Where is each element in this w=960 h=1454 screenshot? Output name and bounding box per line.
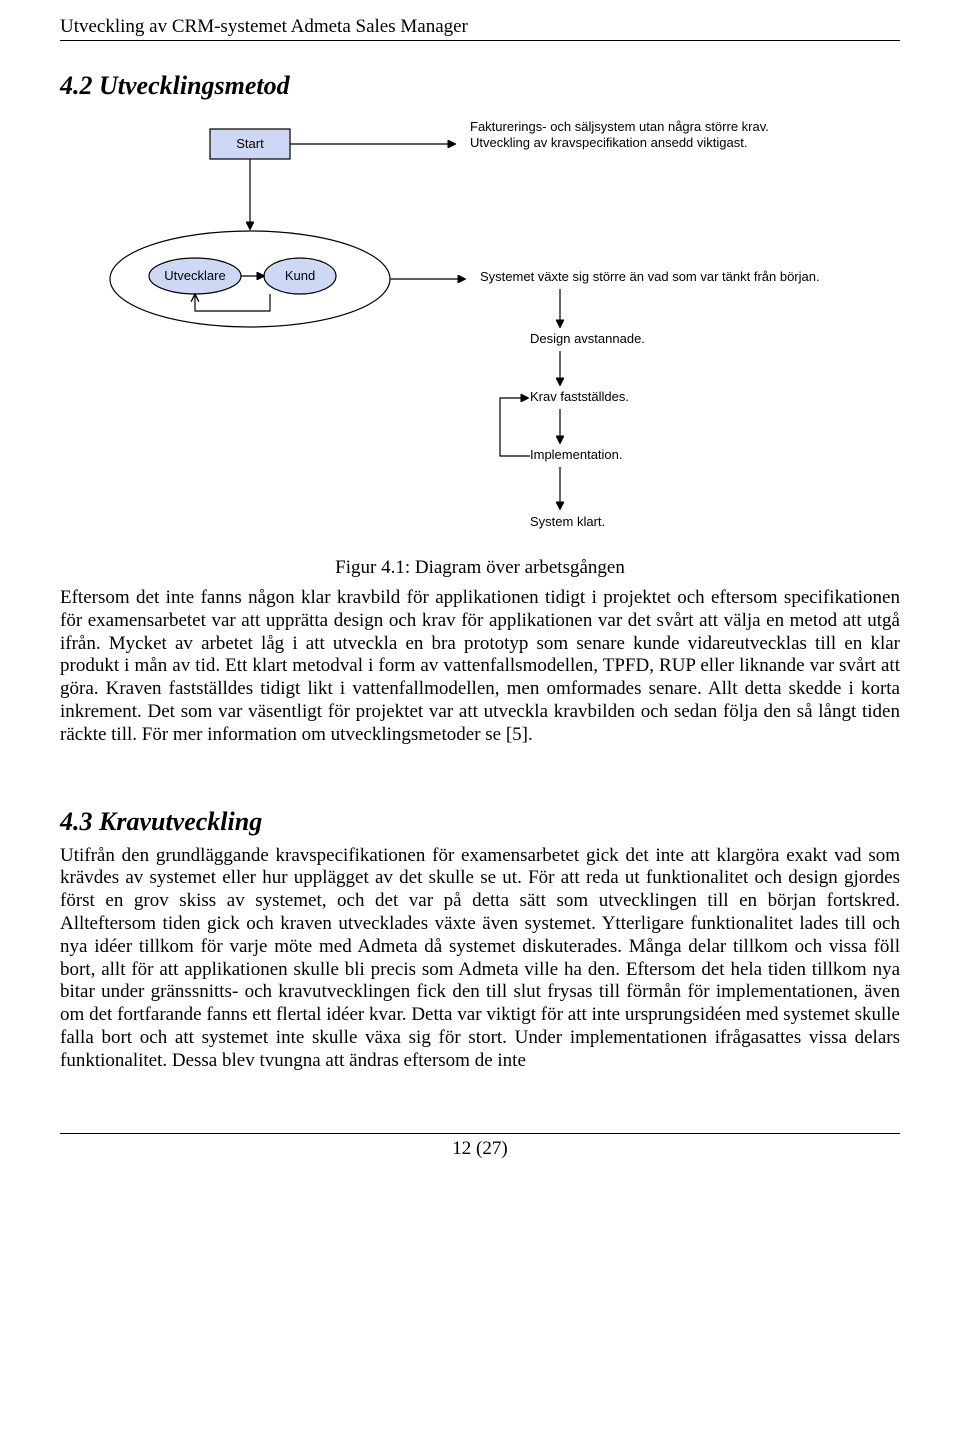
- annotation-ann1a: Fakturerings- och säljsystem utan några …: [470, 119, 769, 134]
- page-number: 12 (27): [60, 1133, 900, 1160]
- section-4-2-paragraph: Eftersom det inte fanns någon klar kravb…: [60, 587, 900, 747]
- figure-4-1: Start Utvecklare Kund Fakturerings- och säl…: [60, 111, 900, 551]
- annotation-ann3: Design avstannade.: [530, 331, 645, 346]
- section-4-2-heading: 4.2 Utvecklingsmetod: [60, 71, 900, 101]
- page: Utveckling av CRM-systemet Admeta Sales …: [0, 0, 960, 1200]
- annotation-ann2: Systemet växte sig större än vad som var…: [480, 269, 820, 284]
- annotation-ann1b: Utveckling av kravspecifikation ansedd v…: [470, 135, 747, 150]
- figure-4-1-caption: Figur 4.1: Diagram över arbetsgången: [60, 557, 900, 579]
- annotation-ann6: System klart.: [530, 514, 605, 529]
- annotation-ann5: Implementation.: [530, 447, 623, 462]
- annotation-ann4: Krav fastställdes.: [530, 389, 629, 404]
- flowchart-diagram: Start Utvecklare Kund Fakturerings- och säl…: [100, 111, 860, 551]
- node-kund-label: Kund: [285, 268, 315, 283]
- running-header: Utveckling av CRM-systemet Admeta Sales …: [60, 16, 900, 41]
- flow-edge: [500, 398, 530, 456]
- section-4-3-paragraph: Utifrån den grundläggande kravspecifikat…: [60, 845, 900, 1073]
- node-start-label: Start: [236, 136, 264, 151]
- node-utvecklare-label: Utvecklare: [164, 268, 225, 283]
- flow-edge: [195, 294, 270, 311]
- section-4-3-heading: 4.3 Kravutveckling: [60, 807, 900, 837]
